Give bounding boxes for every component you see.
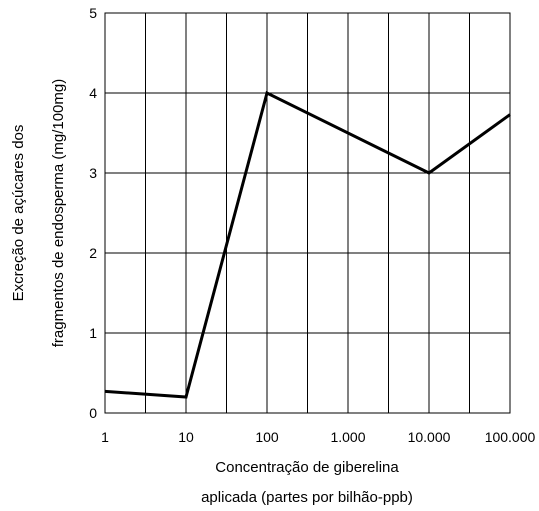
y-tick-label: 0	[89, 405, 97, 421]
y-axis-title-line1: Excreção de açúcares dos	[10, 125, 27, 302]
grid	[104, 12, 511, 414]
x-tick-labels: 1 10 100 1.000 10.000 100.000	[101, 429, 535, 445]
plot-frame	[104, 12, 511, 414]
x-tick-label: 100.000	[485, 429, 536, 445]
x-tick-label: 100	[255, 429, 279, 445]
series-line	[104, 90, 511, 399]
x-tick-label: 1	[101, 429, 109, 445]
y-axis-title-line2: fragmentos de endosperma (mg/100mg)	[50, 79, 67, 347]
y-tick-label: 5	[89, 5, 97, 21]
y-tick-labels: 0 1 2 3 4 5	[89, 5, 97, 421]
y-tick-label: 4	[89, 85, 97, 101]
y-tick-label: 3	[89, 165, 97, 181]
x-tick-label: 1.000	[330, 429, 365, 445]
y-tick-label: 2	[89, 245, 97, 261]
x-tick-label: 10	[178, 429, 194, 445]
series-layer	[104, 90, 511, 399]
x-axis-title-line2: aplicada (partes por bilhão-ppb)	[201, 489, 413, 506]
x-axis-title-line1: Concentração de giberelina	[215, 459, 399, 476]
x-tick-label: 10.000	[408, 429, 451, 445]
y-tick-label: 1	[89, 325, 97, 341]
